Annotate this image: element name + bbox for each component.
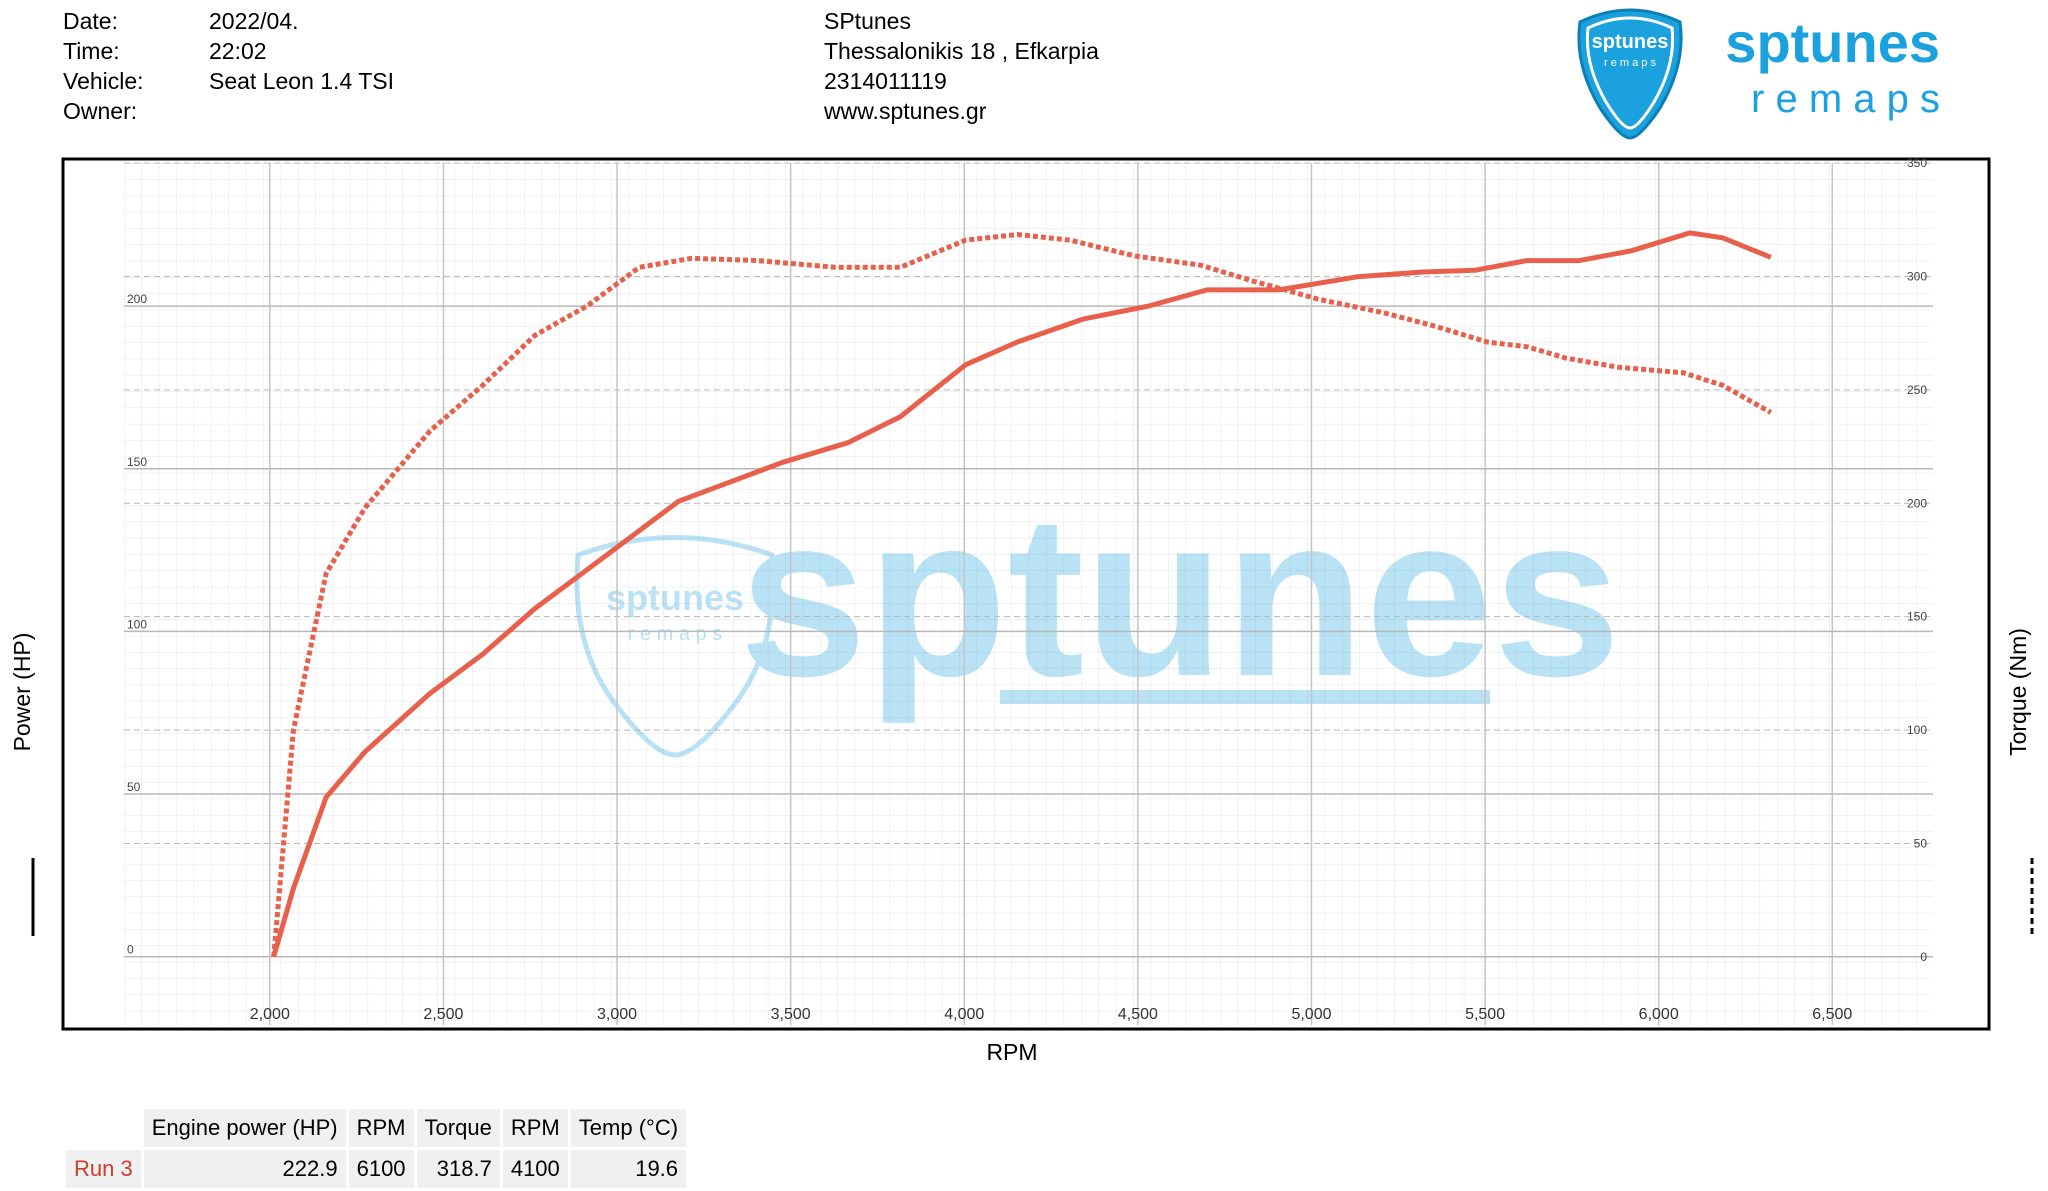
x-tick-label: 4,000 [944, 1006, 984, 1023]
y2-tick-label: 50 [1914, 837, 1928, 851]
y2-axis-label: Torque (Nm) [2005, 628, 2031, 756]
y-tick-label: 50 [127, 780, 141, 794]
row-label: Run 3 [66, 1150, 141, 1188]
y-tick-label: 150 [127, 455, 147, 469]
y-tick-label: 200 [127, 292, 147, 306]
y2-tick-label: 300 [1907, 269, 1927, 283]
x-tick-label: 3,500 [771, 1006, 811, 1023]
column-header: RPM [502, 1109, 568, 1147]
y2-tick-label: 0 [1920, 950, 1927, 964]
logo-shield [1577, 8, 1683, 140]
x-tick-label: 2,500 [423, 1006, 463, 1023]
y2-tick-label: 100 [1907, 723, 1927, 737]
column-header: Temp (°C) [570, 1109, 687, 1147]
results-table: Engine power (HP) RPM Torque RPM Temp (°C) Ru… [63, 1106, 689, 1191]
watermark-underline [1000, 690, 1490, 704]
column-header: RPM [348, 1109, 414, 1147]
logo-small-tagline: r e m a p s [1604, 57, 1656, 69]
y2-tick-label: 350 [1907, 156, 1927, 170]
logo-small-name: sptunes [1592, 31, 1669, 53]
cell: 222.9 [143, 1150, 346, 1188]
field-label: Vehicle: [63, 68, 144, 94]
x-tick-label: 6,500 [1812, 1006, 1852, 1023]
x-axis-label: RPM [986, 1039, 1037, 1065]
field-value: 22:02 [209, 38, 267, 64]
shop-line: www.sptunes.gr [824, 98, 987, 124]
cell: 318.7 [416, 1150, 500, 1188]
series-line [271, 232, 1773, 958]
cell: 19.6 [570, 1150, 687, 1188]
watermark-shield [574, 535, 776, 758]
shop-line: SPtunes [824, 8, 911, 34]
field-label: Date: [63, 8, 118, 34]
y2-tick-label: 200 [1907, 496, 1927, 510]
table-header-row: Engine power (HP) RPM Torque RPM Temp (°C) [66, 1109, 687, 1147]
x-tick-label: 5,500 [1465, 1006, 1505, 1023]
field-value: 2022/04. [209, 8, 299, 34]
y2-tick-label: 150 [1907, 610, 1927, 624]
cell: 4100 [502, 1150, 568, 1188]
logo-name: sptunes [1725, 11, 1940, 74]
field-label: Owner: [63, 98, 138, 124]
table-corner [66, 1109, 141, 1147]
x-tick-label: 3,000 [597, 1006, 637, 1023]
y-tick-label: 100 [127, 617, 147, 631]
column-header: Torque [416, 1109, 500, 1147]
chart: sptunes r e m a p s sptunes RPM Power (H… [9, 156, 2034, 1065]
watermark-small-tagline: r e m a p s [628, 623, 722, 645]
column-header: Engine power (HP) [143, 1109, 346, 1147]
series-line [271, 230, 1772, 958]
field-label: Time: [63, 38, 120, 64]
watermark-name: sptunes [739, 467, 1621, 724]
shop-line: Thessalonikis 18 , Efkarpia [824, 38, 1099, 64]
grid [124, 162, 1933, 1025]
y-axis-label: Power (HP) [9, 633, 35, 752]
logo-tagline: r e m a p s [1751, 77, 1940, 121]
table-row: Run 3 222.9 6100 318.7 4100 19.6 [66, 1150, 687, 1188]
logo-shield-inner [1585, 16, 1675, 130]
x-tick-label: 6,000 [1639, 1006, 1679, 1023]
y-tick-label: 0 [127, 943, 134, 957]
field-value: Seat Leon 1.4 TSI [209, 68, 394, 94]
watermark-small-name: sptunes [606, 577, 744, 618]
cell: 6100 [348, 1150, 414, 1188]
y2-tick-label: 250 [1907, 383, 1927, 397]
shop-line: 2314011119 [824, 68, 947, 94]
x-tick-label: 2,000 [250, 1006, 290, 1023]
x-tick-label: 5,000 [1291, 1006, 1331, 1023]
x-tick-label: 4,500 [1118, 1006, 1158, 1023]
watermark: sptunes r e m a p s sptunes [574, 467, 1621, 758]
logo: sptunes r e m a p s sptunes r e m a p s [1577, 8, 1940, 140]
